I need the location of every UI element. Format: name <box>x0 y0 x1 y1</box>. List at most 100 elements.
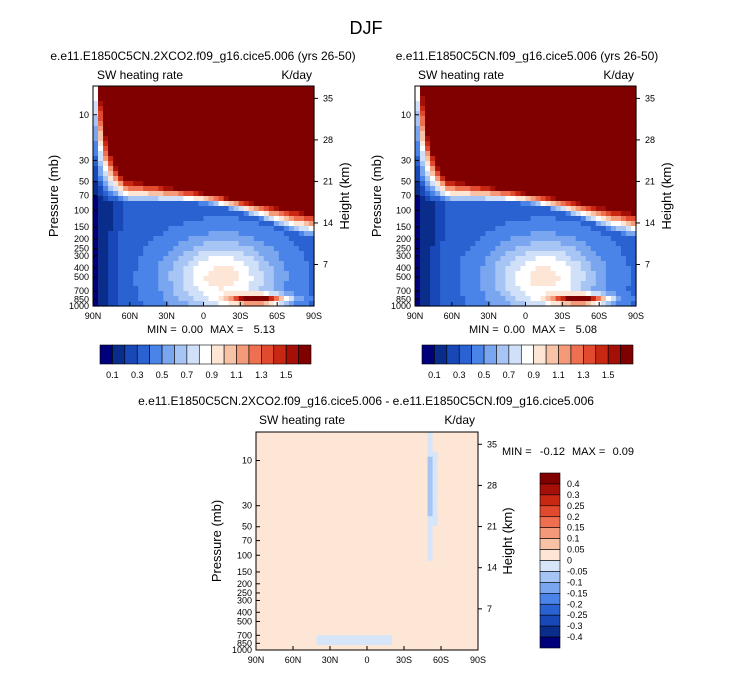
contour-cell <box>505 251 512 257</box>
contour-cell <box>293 276 300 282</box>
contour-cell <box>183 96 190 102</box>
contour-cell <box>630 201 637 207</box>
contour-cell <box>575 191 582 197</box>
contour-cell <box>615 221 622 227</box>
contour-cell <box>397 476 403 483</box>
contour-cell <box>495 121 501 127</box>
contour-cell <box>540 91 547 97</box>
contour-cell <box>432 491 439 497</box>
contour-cell <box>223 161 230 167</box>
contour-cell <box>440 176 446 182</box>
contour-cell <box>98 141 104 147</box>
contour-cell <box>462 441 469 448</box>
contour-cell <box>485 211 491 217</box>
contour-cell <box>243 266 250 272</box>
contour-cell <box>440 276 446 282</box>
contour-cell <box>367 471 373 478</box>
contour-cell <box>278 166 285 172</box>
contour-cell <box>198 151 205 157</box>
contour-cell <box>253 286 260 292</box>
contour-cell <box>271 496 277 502</box>
contour-cell <box>326 491 333 497</box>
contour-cell <box>630 131 637 137</box>
contour-cell <box>278 101 285 107</box>
contour-cell <box>455 231 461 237</box>
contour-cell <box>590 256 597 262</box>
contour-cell <box>585 91 592 97</box>
contour-cell <box>308 301 315 307</box>
contour-cell <box>445 86 451 92</box>
contour-cell <box>163 106 169 112</box>
contour-cell <box>153 121 159 127</box>
contour-cell <box>276 461 282 468</box>
contour-cell <box>253 126 260 132</box>
colorbar-swatch <box>261 344 275 365</box>
contour-cell <box>228 91 235 97</box>
contour-cell <box>570 146 577 152</box>
contour-cell <box>620 286 627 292</box>
contour-cell <box>545 236 552 242</box>
colorbar-swatch <box>298 344 312 365</box>
contour-cell <box>450 286 456 292</box>
contour-cell <box>298 236 305 242</box>
contour-cell <box>218 276 225 282</box>
contour-cell <box>193 91 200 97</box>
contour-cell <box>113 161 119 167</box>
contour-cell <box>198 196 205 202</box>
contour-cell <box>495 211 501 217</box>
contour-cell <box>188 241 195 247</box>
contour-cell <box>417 476 424 483</box>
contour-cell <box>535 221 542 227</box>
contour-cell <box>268 146 275 152</box>
contour-cell <box>372 486 378 493</box>
contour-cell <box>467 436 474 443</box>
contour-cell <box>128 251 134 257</box>
contour-cell <box>415 271 421 277</box>
contour-cell <box>565 241 572 247</box>
contour-cell <box>278 111 285 117</box>
contour-cell <box>555 101 562 107</box>
contour-cell <box>256 441 262 448</box>
contour-cell <box>288 281 295 287</box>
contour-cell <box>273 101 280 107</box>
contour-cell <box>580 236 587 242</box>
contour-cell <box>462 451 469 458</box>
contour-cell <box>495 221 501 227</box>
contour-cell <box>223 296 230 302</box>
contour-cell <box>288 191 295 197</box>
colorbar-swatch <box>198 344 212 365</box>
contour-cell <box>580 171 587 177</box>
contour-cell <box>490 241 496 247</box>
contour-cell <box>311 451 318 458</box>
contour-cell <box>437 456 444 463</box>
contour-cell <box>525 166 532 172</box>
contour-cell <box>495 196 501 202</box>
contour-cell <box>178 201 185 207</box>
contour-cell <box>535 96 542 102</box>
contour-cell <box>610 271 617 277</box>
contour-cell <box>610 126 617 132</box>
colorbar-label: 1.3 <box>255 370 268 380</box>
contour-cell <box>430 126 436 132</box>
contour-cell <box>432 496 439 502</box>
contour-cell <box>615 231 622 237</box>
contour-cell <box>98 246 104 252</box>
contour-cell <box>123 276 129 282</box>
contour-cell <box>173 111 179 117</box>
contour-cell <box>281 536 287 542</box>
contour-cell <box>208 226 215 232</box>
contour-cell <box>153 301 159 307</box>
contour-cell <box>218 226 225 232</box>
contour-cell <box>445 196 451 202</box>
contour-cell <box>515 116 522 122</box>
contour-cell <box>615 141 622 147</box>
contour-cell <box>520 171 527 177</box>
contour-cell <box>316 506 323 512</box>
contour-cell <box>208 241 215 247</box>
contour-cell <box>515 166 522 172</box>
contour-cell <box>308 296 315 302</box>
contour-cell <box>605 166 612 172</box>
contour-cell <box>118 91 124 97</box>
contour-cell <box>475 231 481 237</box>
contour-cell <box>283 106 290 112</box>
